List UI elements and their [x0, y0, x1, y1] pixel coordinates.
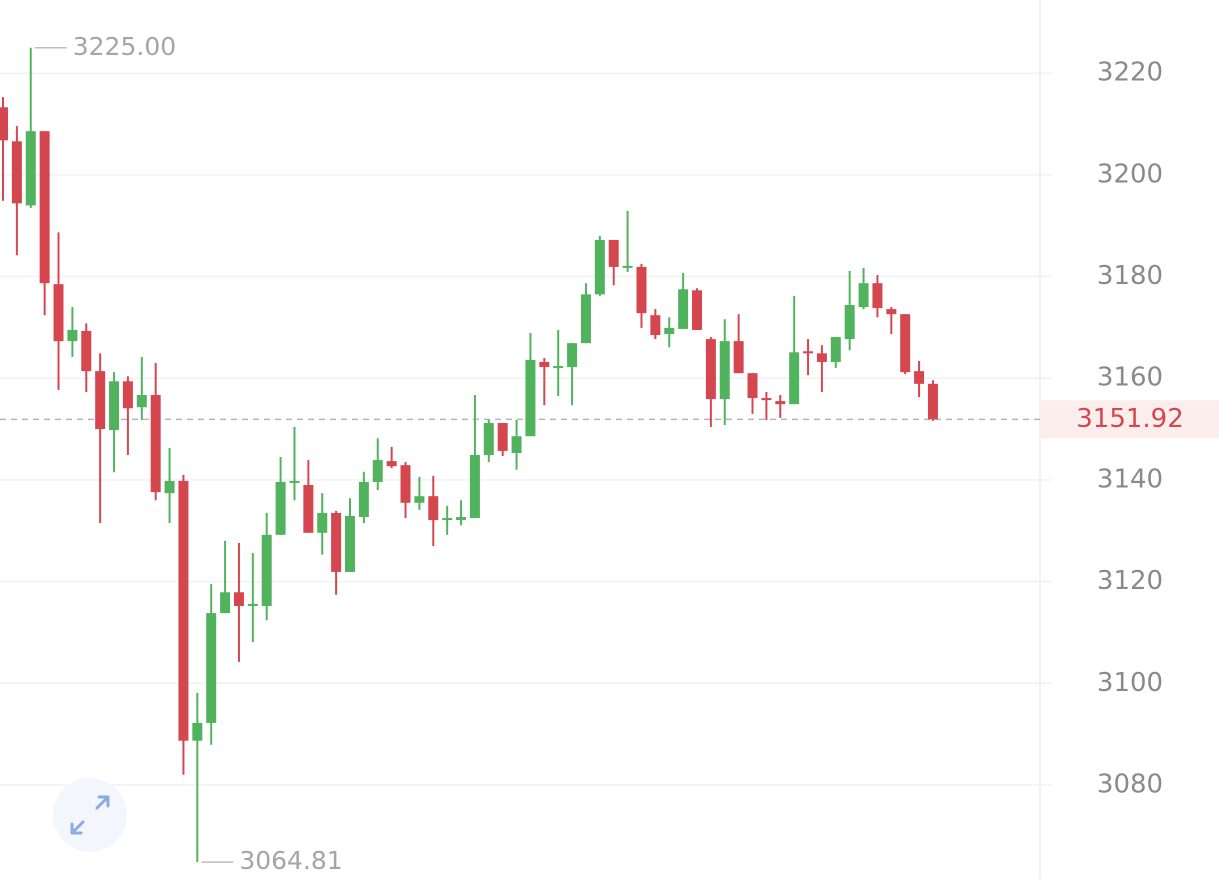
candle-body [580, 294, 591, 344]
candle-body [345, 516, 355, 572]
candle-body [358, 481, 369, 518]
candle-body [0, 107, 8, 141]
candle-body [136, 395, 147, 408]
candle-body [761, 398, 772, 401]
candle-body [622, 265, 633, 268]
candle-body [261, 534, 272, 606]
candle-body [220, 592, 231, 614]
candle-body [650, 315, 661, 336]
last-price-label: 3151.92 [1076, 404, 1184, 434]
candle-body [81, 330, 92, 372]
candle-body [511, 436, 522, 453]
candle-body [858, 283, 869, 308]
y-tick-label: 3180 [1097, 261, 1163, 291]
expand-button-bg[interactable] [53, 778, 127, 852]
expand-button[interactable] [53, 778, 127, 852]
candle-body [456, 517, 467, 521]
candle-body [95, 371, 106, 430]
candle-body [886, 309, 897, 315]
candle-body [914, 371, 925, 384]
candle-body [927, 383, 938, 420]
candle-body [206, 613, 217, 723]
last-price-box [1040, 400, 1219, 439]
candle-body [289, 480, 300, 483]
y-tick-label: 3080 [1097, 769, 1163, 799]
expand-icon[interactable] [70, 795, 110, 835]
candle-body [275, 481, 286, 535]
candle-body [678, 289, 689, 329]
low-marker-label: 3064.81 [239, 846, 342, 875]
candle-body [900, 314, 911, 373]
candle-body [775, 401, 786, 405]
y-tick-label: 3160 [1097, 363, 1163, 393]
candle-body [192, 722, 203, 741]
y-tick-label: 3140 [1097, 464, 1163, 494]
candle-body [39, 131, 50, 284]
candle-body [247, 603, 258, 606]
y-tick-label: 3200 [1097, 159, 1163, 189]
candle-body [469, 455, 480, 519]
y-tick-label: 3100 [1097, 668, 1163, 698]
candle-body [331, 512, 342, 572]
candle-body [594, 239, 605, 295]
candle-body [525, 359, 536, 437]
candle-body [830, 337, 841, 362]
candle-body [233, 592, 244, 606]
candle-body [692, 290, 702, 330]
candle-body [539, 361, 550, 368]
candle-body [317, 512, 328, 533]
candle-body [705, 339, 716, 400]
candle-body [483, 422, 494, 456]
candle-body [178, 480, 189, 741]
y-tick-label: 3220 [1097, 58, 1163, 88]
candle-body [25, 131, 36, 206]
candle-body [803, 351, 814, 354]
candle-body [164, 480, 175, 494]
candle-body [844, 305, 855, 340]
candle-body [122, 381, 133, 409]
candle-body [442, 518, 453, 521]
candle-body [150, 395, 161, 493]
candle-body [816, 353, 827, 362]
y-tick-label: 3120 [1097, 566, 1163, 596]
candle-body [733, 341, 744, 374]
candle-body [67, 329, 78, 342]
candle-body [719, 341, 730, 400]
candle-body [497, 422, 508, 451]
candle-body [400, 465, 411, 503]
candle-body [372, 460, 383, 482]
candle-body [414, 496, 425, 503]
candle-body [53, 284, 64, 342]
candle-body [636, 266, 647, 314]
candle-body [11, 141, 22, 204]
candle-body [608, 239, 619, 267]
candle-body [567, 343, 578, 368]
candle-body [789, 352, 800, 405]
candle-body [386, 461, 397, 467]
candle-body [664, 327, 675, 335]
candle-body [553, 366, 564, 369]
candle-body [109, 381, 120, 431]
candle-body [872, 283, 883, 309]
candle-body [428, 496, 439, 521]
high-marker-label: 3225.00 [73, 32, 176, 61]
candle-body [747, 373, 758, 399]
candle-body [303, 485, 314, 533]
